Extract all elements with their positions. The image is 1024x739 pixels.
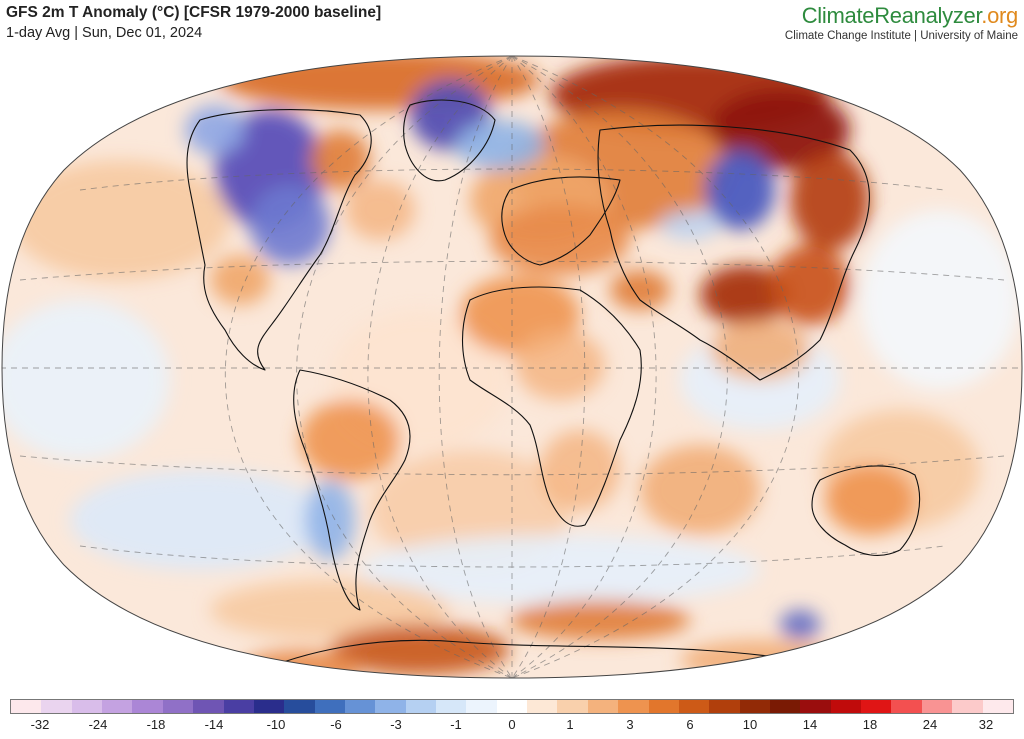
south-america-outline (293, 369, 411, 611)
colorbar-swatch (253, 700, 285, 713)
anomaly-field (2, 56, 1020, 678)
colorbar-tick-label: 3 (626, 717, 634, 732)
colorbar-swatch (678, 700, 710, 713)
brand-logo[interactable]: ClimateReanalyzer.org Climate Change Ins… (785, 3, 1018, 43)
colorbar-swatch (648, 700, 679, 713)
colorbar-tick-label: -24 (88, 717, 108, 732)
colorbar-swatch (527, 700, 558, 713)
asia-outline (597, 124, 870, 381)
africa-outline (461, 286, 642, 527)
legend-colorbar (10, 699, 1014, 714)
graticule (2, 56, 1022, 678)
colorbar-swatch (223, 700, 254, 713)
colorbar-tick-label: 14 (802, 717, 818, 732)
colorbar-swatch (709, 700, 740, 713)
brand-name-part1: Climate (801, 3, 875, 28)
colorbar-swatch (952, 700, 983, 713)
europe-outline (501, 176, 621, 266)
colorbar-swatch (800, 700, 831, 713)
brand-name-part2: Reanalyzer (874, 3, 982, 28)
greenland-outline (403, 99, 496, 182)
colorbar-swatch (891, 700, 922, 713)
colorbar-swatch (284, 700, 315, 713)
brand-subtitle: Climate Change Institute | University of… (784, 30, 1018, 42)
colorbar-tick-label: 18 (862, 717, 878, 732)
colorbar-swatch (405, 700, 437, 713)
colorbar-swatch (41, 700, 72, 713)
colorbar-tick-label: -6 (330, 717, 342, 732)
colorbar-swatch (921, 700, 953, 713)
colorbar-swatch (587, 700, 619, 713)
colorbar-swatch (193, 700, 224, 713)
colorbar-swatch (11, 700, 42, 713)
colorbar-swatch (830, 700, 862, 713)
colorbar-swatch (132, 700, 163, 713)
colorbar-swatch (982, 700, 1013, 713)
map-subtitle: 1-day Avg | Sun, Dec 01, 2024 (6, 25, 203, 41)
colorbar-swatch (102, 700, 133, 713)
australia-outline (811, 465, 921, 556)
colorbar-swatch (466, 700, 497, 713)
colorbar-tick-label: 10 (742, 717, 758, 732)
colorbar-tick-label: -1 (450, 717, 462, 732)
colorbar-tick-label: 1 (566, 717, 574, 732)
map-globe (2, 56, 1022, 678)
colorbar-swatch (71, 700, 103, 713)
colorbar-tick-label: 6 (686, 717, 694, 732)
colorbar-swatch (861, 700, 892, 713)
colorbar-tick-label: -14 (204, 717, 224, 732)
colorbar-tick-label: -3 (390, 717, 402, 732)
map-border (1, 55, 1023, 679)
colorbar-swatch (314, 700, 345, 713)
colorbar-swatch (436, 700, 467, 713)
colorbar-tick-label: -18 (146, 717, 166, 732)
colorbar-swatch (375, 700, 406, 713)
brand-name-part3: .org (981, 3, 1018, 28)
world-anomaly-map (1, 55, 1023, 679)
colorbar-tick-label: -10 (266, 717, 286, 732)
colorbar-tick-label: 24 (922, 717, 938, 732)
colorbar-swatch (496, 700, 528, 713)
map-title: GFS 2m T Anomaly (°C) [CFSR 1979-2000 ba… (6, 4, 382, 21)
colorbar-tick-label: 0 (508, 717, 516, 732)
colorbar-tick-label: -32 (30, 717, 50, 732)
colorbar-swatch (162, 700, 194, 713)
colorbar-swatch (769, 700, 801, 713)
colorbar-tick-label: 32 (978, 717, 994, 732)
colorbar-swatch (739, 700, 770, 713)
north-america-outline (186, 108, 372, 371)
colorbar-swatch (618, 700, 649, 713)
brand-name: ClimateReanalyzer.org (785, 3, 1019, 29)
legend-tick-labels: -32 -24 -18 -14 -10 -6 -3 -1 0 1 3 6 10 14 18 24 32 (10, 717, 1014, 735)
colorbar-swatch (557, 700, 588, 713)
colorbar-swatch (344, 700, 376, 713)
